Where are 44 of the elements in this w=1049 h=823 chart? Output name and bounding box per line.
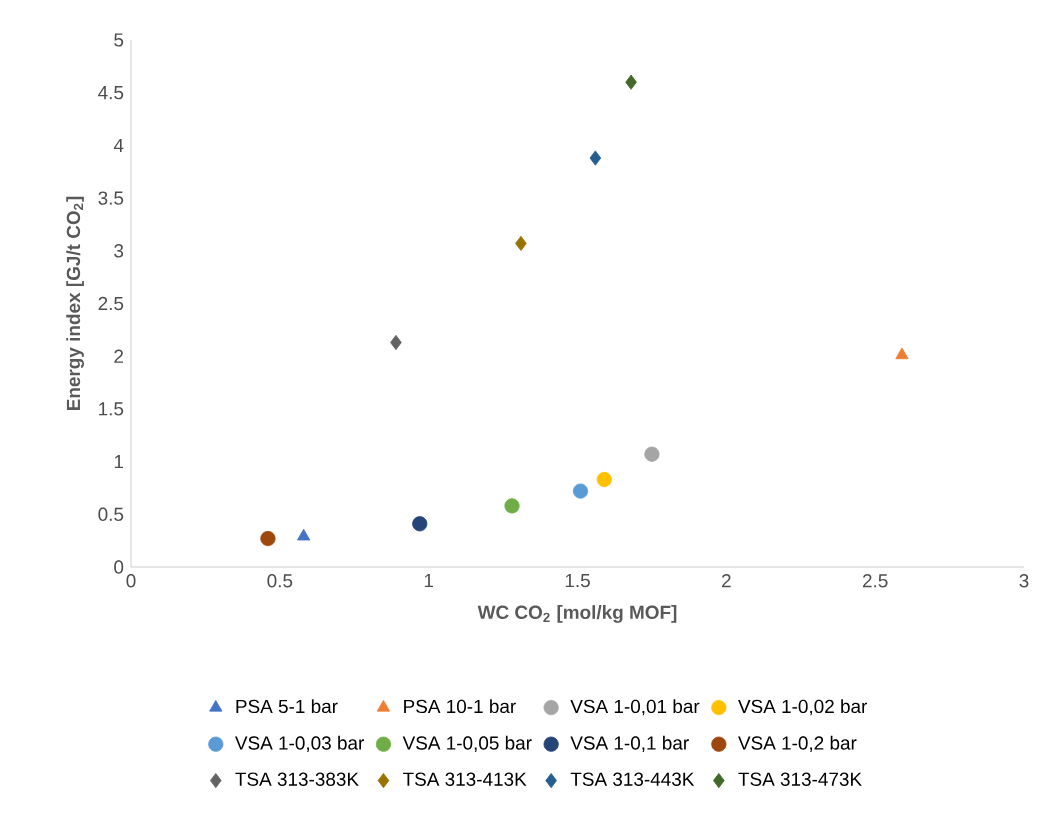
legend-label: VSA 1-0,02 bar [738, 699, 868, 716]
y-tick-label: 4 [113, 138, 124, 152]
point [625, 74, 637, 90]
x-tick-label: 1 [424, 574, 433, 588]
point [572, 483, 589, 499]
legend-label: VSA 1-0,2 bar [738, 735, 857, 752]
legend-label: VSA 1-0,05 bar [402, 735, 532, 752]
x-tick-label: 0 [126, 574, 136, 588]
point [596, 471, 612, 488]
y-tick-label: 2.5 [98, 296, 124, 311]
x-tick-label: 2.5 [862, 574, 888, 588]
y-tick-label: 2 [114, 349, 124, 363]
y-axis-title: Energy index [GJ/t CO$_{2}$] [66, 196, 84, 411]
x-axis-title: WC CO$_{2}$ [mol/kg MOF] [477, 605, 677, 623]
legend-label: VSA 1-0,1 bar [570, 735, 689, 752]
y-tick-label: 4.5 [98, 86, 124, 100]
legend-label: PSA 5-1 bar [236, 699, 338, 714]
point [297, 528, 311, 541]
y-tick-label: 5 [114, 33, 124, 47]
x-tick-label: 1.5 [565, 574, 590, 588]
point [895, 347, 909, 360]
y-tick-label: 1 [114, 455, 124, 469]
legend-label: TSA 313-383K [235, 772, 359, 786]
legend-label: TSA 313-473K [738, 772, 862, 786]
x-tick-label: 2 [722, 574, 731, 588]
y-tick-label: 3.5 [98, 191, 124, 205]
point [589, 150, 602, 166]
x-tick-label: 0.5 [267, 574, 293, 588]
legend-label: VSA 1-0,01 bar [570, 699, 700, 716]
legend-label: VSA 1-0,03 bar [235, 735, 365, 752]
y-tick-label: 0.5 [98, 507, 124, 522]
y-tick-label: 0 [114, 560, 124, 574]
y-tick-label: 1.5 [99, 402, 124, 416]
point [390, 334, 402, 351]
y-tick-label: 3 [114, 244, 124, 258]
legend-label: PSA 10-1 bar [404, 699, 516, 714]
point [260, 530, 276, 547]
point [412, 516, 428, 532]
point [644, 446, 660, 462]
x-tick-label: 3 [1019, 574, 1029, 588]
legend-label: TSA 313-413K [403, 772, 527, 786]
point [504, 498, 520, 514]
point [515, 235, 527, 251]
legend-label: TSA 313-443K [570, 772, 695, 786]
